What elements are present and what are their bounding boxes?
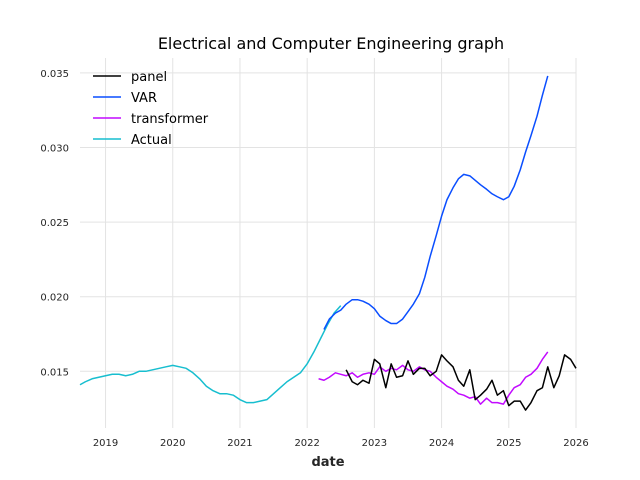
y-tick-label: 0.025 [40, 218, 69, 229]
grid [80, 58, 577, 428]
legend-label: VAR [131, 91, 157, 106]
legend: panel VAR transformer Actual [93, 70, 209, 148]
tick-labels: 2019 2020 2021 2022 2023 2024 2025 2026 0.015 0.0… [40, 69, 588, 449]
chart-title: Electrical and Computer Engineering grap… [158, 34, 504, 53]
x-tick-label: 2021 [227, 438, 252, 449]
y-tick-label: 0.020 [40, 293, 69, 304]
series-line-panel [345, 354, 577, 411]
x-tick-label: 2022 [294, 438, 319, 449]
x-tick-label: 2019 [93, 438, 118, 449]
legend-label: panel [131, 70, 167, 85]
x-tick-label: 2025 [496, 438, 521, 449]
y-tick-label: 0.030 [40, 144, 69, 155]
x-tick-label: 2020 [160, 438, 185, 449]
series-lines [79, 75, 577, 411]
x-tick-label: 2023 [362, 438, 387, 449]
series-line-actual [79, 305, 342, 404]
legend-label: transformer [131, 112, 209, 127]
legend-label: Actual [131, 133, 172, 148]
y-tick-label: 0.035 [40, 69, 69, 80]
x-axis-label: date [311, 455, 344, 470]
x-tick-label: 2026 [563, 438, 588, 449]
x-tick-label: 2024 [429, 438, 454, 449]
y-tick-label: 0.015 [40, 367, 69, 378]
series-line-var [323, 75, 549, 330]
